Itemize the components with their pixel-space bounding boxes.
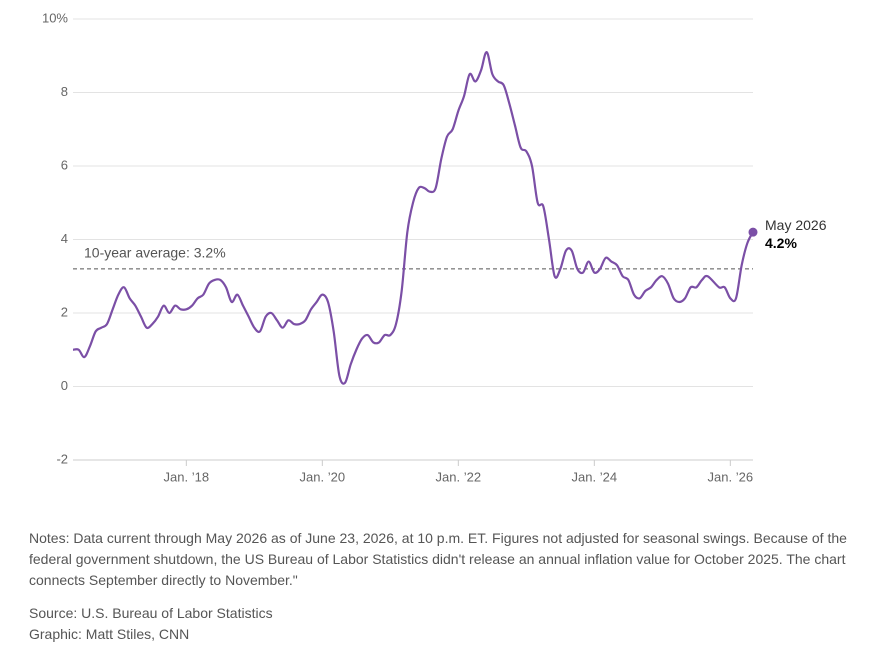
source: Source: U.S. Bureau of Labor Statistics — [29, 605, 273, 621]
y-tick-label: 2 — [61, 304, 68, 319]
end-dot — [748, 227, 758, 237]
y-tick-label: 8 — [61, 84, 68, 99]
source-block: Source: U.S. Bureau of Labor Statistics … — [29, 603, 273, 645]
series-line — [72, 50, 754, 385]
x-tick-label: Jan. ’24 — [572, 469, 618, 484]
x-tick-label: Jan. ’20 — [300, 469, 346, 484]
notes: Notes: Data current through May 2026 as … — [29, 530, 847, 588]
average-label: 10-year average: 3.2% — [84, 245, 226, 261]
end-label: May 2026 — [765, 217, 827, 233]
x-tick-label: Jan. ’22 — [436, 469, 482, 484]
end-value-label: 4.2% — [765, 235, 797, 251]
x-tick-label: Jan. ’26 — [708, 469, 754, 484]
x-tick-label: Jan. ’18 — [164, 469, 210, 484]
y-tick-label: 6 — [61, 157, 68, 172]
credit: Graphic: Matt Stiles, CNN — [29, 626, 190, 642]
y-tick-label: 10% — [42, 10, 68, 25]
y-tick-label: -2 — [56, 451, 68, 466]
chart: -2 0 2 4 6 8 10% Jan. ’18 Jan. ’20 Jan. ’22 Jan. ’… — [42, 10, 827, 484]
y-tick-label: 4 — [61, 231, 68, 246]
y-tick-label: 0 — [61, 378, 68, 393]
